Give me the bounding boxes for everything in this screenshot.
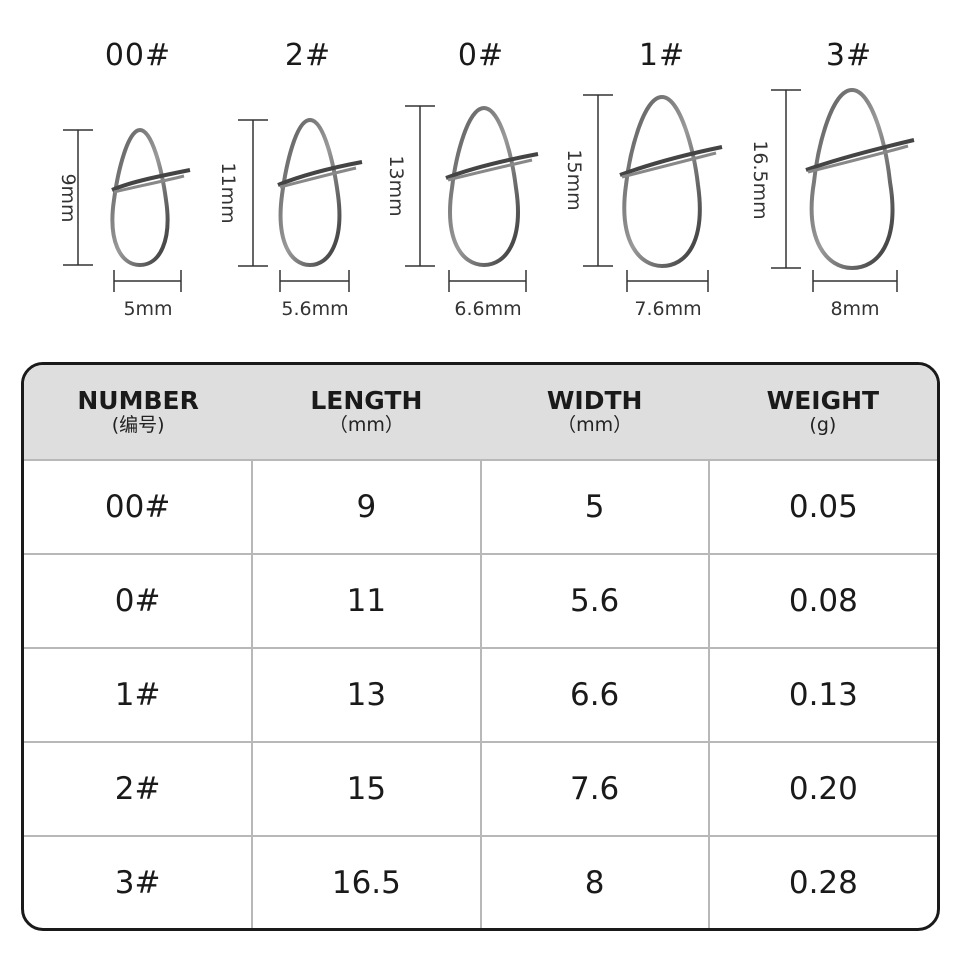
cell-length: 16.5: [251, 835, 481, 928]
height-label-1: 15mm: [563, 149, 585, 210]
table-row: 00# 9 5 0.05: [24, 458, 937, 555]
snap-0-icon: [405, 105, 539, 292]
height-label-0: 13mm: [385, 155, 407, 216]
cell-number: 3#: [24, 835, 253, 928]
snap-illustration: 9mm 5mm 11mm 5.6mm 13mm 6.6mm: [57, 87, 915, 320]
cell-width: 6.6: [479, 647, 709, 743]
cell-width: 5.6: [479, 553, 709, 649]
cell-length: 9: [251, 458, 481, 555]
cell-width: 8: [479, 835, 709, 928]
cell-number: 2#: [24, 741, 253, 837]
snap-label-2: 2#: [284, 38, 332, 73]
cell-number: 00#: [24, 458, 253, 555]
cell-weight: 0.08: [707, 553, 937, 649]
snap-label-1: 1#: [638, 38, 686, 73]
cell-number: 1#: [24, 647, 253, 743]
header-width: WIDTH （mm）: [480, 365, 709, 460]
width-label-1: 7.6mm: [634, 298, 701, 320]
table-header-row: NUMBER (编号) LENGTH （mm） WIDTH （mm） WEIGHT (g…: [24, 365, 937, 460]
height-label-3: 16.5mm: [749, 140, 771, 219]
cell-weight: 0.13: [707, 647, 937, 743]
height-label-2: 11mm: [217, 162, 239, 223]
header-number: NUMBER (编号): [24, 365, 253, 460]
cell-weight: 0.28: [707, 835, 937, 928]
cell-number: 0#: [24, 553, 253, 649]
header-weight: WEIGHT (g): [708, 365, 937, 460]
snap-label-00: 00#: [104, 38, 172, 73]
cell-length: 15: [251, 741, 481, 837]
cell-weight: 0.20: [707, 741, 937, 837]
width-label-00: 5mm: [123, 298, 172, 320]
snap-2-icon: [238, 117, 363, 292]
cell-weight: 0.05: [707, 458, 937, 555]
table-row: 3# 16.5 8 0.28: [24, 835, 937, 928]
width-label-0: 6.6mm: [454, 298, 521, 320]
spec-table: NUMBER (编号) LENGTH （mm） WIDTH （mm） WEIGHT (g…: [21, 362, 940, 931]
height-label-00: 9mm: [57, 173, 79, 222]
snap-00-icon: [63, 127, 191, 292]
cell-length: 11: [251, 553, 481, 649]
table-row: 2# 15 7.6 0.20: [24, 741, 937, 837]
header-length: LENGTH （mm）: [252, 365, 481, 460]
table-row: 1# 13 6.6 0.13: [24, 647, 937, 743]
width-label-2: 5.6mm: [281, 298, 348, 320]
width-label-3: 8mm: [830, 298, 879, 320]
cell-width: 5: [479, 458, 709, 555]
snap-label-3: 3#: [825, 38, 873, 73]
snap-3-icon: [771, 87, 915, 292]
cell-length: 13: [251, 647, 481, 743]
snap-label-0: 0#: [457, 38, 505, 73]
snap-1-icon: [583, 94, 723, 292]
table-row: 0# 11 5.6 0.08: [24, 553, 937, 649]
cell-width: 7.6: [479, 741, 709, 837]
